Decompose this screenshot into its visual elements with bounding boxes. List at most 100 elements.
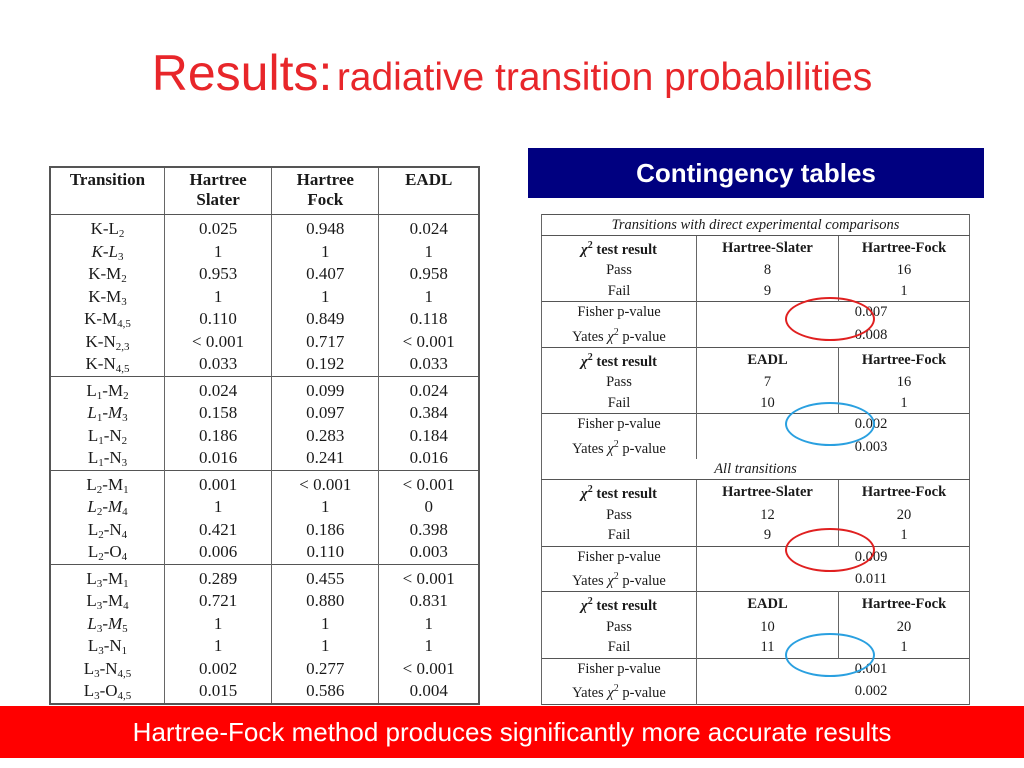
pass-value-a: 7 bbox=[696, 372, 839, 393]
section-row: Transitions with direct experimental com… bbox=[541, 214, 970, 236]
pass-value-a: 10 bbox=[696, 616, 839, 638]
fisher-label: Fisher p-value bbox=[541, 301, 697, 323]
table-row: L3-M5 1 1 1 bbox=[49, 612, 480, 635]
fail-label: Fail bbox=[541, 525, 697, 547]
transition-subscript: 3 bbox=[122, 412, 128, 424]
transition-cell: L3-N4,5 bbox=[49, 657, 165, 680]
transition-name: K-M bbox=[84, 309, 118, 328]
value-hs: 0.006 bbox=[163, 541, 273, 564]
value-hs: 0.289 bbox=[163, 564, 273, 590]
yates-suffix: p-value bbox=[622, 685, 666, 702]
transition-subscript: 2 bbox=[121, 434, 128, 447]
yates-label-cell: Yates χ2 p-value bbox=[541, 679, 697, 705]
column-a-header: EADL bbox=[696, 591, 839, 617]
fail-label: Fail bbox=[541, 637, 697, 659]
transition-cell: L3-M4 bbox=[49, 590, 165, 613]
fail-row: Fail 10 1 bbox=[541, 392, 970, 414]
value-hf: 0.407 bbox=[271, 263, 380, 286]
pass-value-b: 20 bbox=[838, 616, 970, 638]
col-hartree-fock: Hartree Fock bbox=[271, 167, 380, 215]
transition-subscript: 4,5 bbox=[115, 363, 130, 375]
table-row: L3-M1 0.289 0.455 < 0.001 bbox=[49, 564, 480, 590]
pass-row: Pass 10 20 bbox=[541, 616, 970, 638]
transition-subscript: 4 bbox=[121, 551, 128, 563]
yates-row: Yates χ2 p-value 0.002 bbox=[541, 679, 970, 705]
transition-subscript: 2 bbox=[121, 273, 127, 285]
yates-label-cell: Yates χ2 p-value bbox=[541, 434, 697, 460]
blue-highlight-circle bbox=[785, 402, 875, 446]
value-eadl: 1 bbox=[378, 285, 480, 308]
pass-row: Pass 12 20 bbox=[541, 504, 970, 526]
table-row: L3-M4 0.721 0.880 0.831 bbox=[49, 590, 480, 613]
pass-value-a: 8 bbox=[696, 260, 839, 281]
transition-subscript: 5 bbox=[122, 622, 128, 635]
value-eadl: 0.003 bbox=[378, 541, 480, 564]
yates-label-cell: Yates χ2 p-value bbox=[541, 322, 697, 348]
transition-name: -O bbox=[103, 542, 122, 561]
value-hs: 0.015 bbox=[163, 680, 273, 704]
transition-prefix: L bbox=[87, 425, 99, 445]
transition-cell: L1-M2 bbox=[49, 376, 165, 402]
value-hs: 1 bbox=[163, 635, 273, 658]
transition-name: -M bbox=[102, 497, 123, 516]
pass-value-a: 12 bbox=[696, 504, 839, 526]
table-row: L3-N1 1 1 1 bbox=[49, 635, 480, 658]
chi2-test-label: χ2 test result bbox=[541, 591, 697, 617]
value-eadl: 0.384 bbox=[378, 402, 480, 425]
fisher-label: Fisher p-value bbox=[541, 413, 697, 435]
table-header-row: Transition Hartree Slater Hartree Fock EAD… bbox=[49, 167, 480, 215]
pass-value-b: 20 bbox=[838, 504, 970, 526]
fisher-label: Fisher p-value bbox=[541, 545, 697, 568]
column-b-header: Hartree-Fock bbox=[838, 235, 970, 261]
fisher-row: Fisher p-value 0.009 bbox=[541, 545, 970, 568]
yates-suffix: p-value bbox=[622, 572, 666, 589]
transition-prefix: L bbox=[87, 497, 97, 516]
value-hs: 0.158 bbox=[163, 402, 273, 425]
transition-subscript: 3 bbox=[121, 295, 127, 308]
value-eadl: 0.004 bbox=[378, 680, 480, 704]
transition-subscript: 3 bbox=[121, 457, 128, 469]
transition-cell: K-L2 bbox=[49, 214, 165, 241]
table-row: L3-O4,5 0.015 0.586 0.004 bbox=[49, 680, 480, 704]
title-sub: radiative transition probabilities bbox=[336, 56, 873, 99]
value-eadl: < 0.001 bbox=[378, 657, 480, 680]
transition-prefix: L bbox=[87, 613, 97, 633]
col-hartree-slater: Hartree Slater bbox=[163, 167, 273, 215]
table-row: L1-M2 0.024 0.099 0.024 bbox=[49, 376, 480, 402]
table-row: K-N4,5 0.033 0.192 0.033 bbox=[49, 353, 480, 376]
value-eadl: 0.024 bbox=[378, 376, 480, 402]
transition-cell: L2-M4 bbox=[49, 496, 165, 519]
chi2-test-label: χ2 test result bbox=[541, 235, 697, 261]
transition-prefix-subscript: 3 bbox=[94, 690, 100, 702]
value-hf: 1 bbox=[271, 496, 380, 519]
transition-cell: L2-M1 bbox=[49, 470, 165, 496]
transition-cell: K-L3 bbox=[49, 240, 165, 263]
fisher-row: Fisher p-value 0.001 bbox=[541, 657, 970, 680]
transition-prefix-subscript: 1 bbox=[96, 412, 103, 424]
test-label: test result bbox=[596, 353, 657, 370]
transition-prefix: L bbox=[83, 658, 95, 678]
fail-value-b: 1 bbox=[838, 280, 970, 302]
yates-row: Yates χ2 p-value 0.003 bbox=[541, 434, 970, 460]
section-label: All transitions bbox=[541, 459, 970, 481]
transition-subscript: 4 bbox=[122, 506, 128, 518]
yates-suffix: p-value bbox=[622, 328, 666, 345]
value-hf: 0.277 bbox=[271, 657, 380, 680]
value-hf: < 0.001 bbox=[271, 470, 380, 496]
table-row: K-M2 0.953 0.407 0.958 bbox=[49, 263, 480, 286]
value-hf: 0.192 bbox=[271, 353, 380, 376]
value-eadl: 1 bbox=[378, 240, 480, 263]
value-hs: 0.421 bbox=[163, 518, 273, 541]
value-hs: 0.721 bbox=[163, 590, 273, 613]
value-hs: 1 bbox=[163, 240, 273, 263]
transition-prefix-subscript: 1 bbox=[96, 389, 103, 402]
value-hf: 0.099 bbox=[271, 376, 380, 402]
value-hf: 0.241 bbox=[271, 447, 380, 470]
yates-p-value: 0.002 bbox=[696, 679, 970, 705]
table-row: L3-N4,5 0.002 0.277 < 0.001 bbox=[49, 657, 480, 680]
test-header-row: χ2 test result Hartree-Slater Hartree-Fock bbox=[541, 479, 970, 505]
chi2-test-label: χ2 test result bbox=[541, 347, 697, 373]
slide-title: Results: radiative transition probabilit… bbox=[0, 44, 1024, 102]
table-row-group: K-L2 0.025 0.948 0.024 K-L3 1 1 1 K-M2 0.953 0.407… bbox=[49, 214, 480, 376]
value-hf: 1 bbox=[271, 285, 380, 308]
